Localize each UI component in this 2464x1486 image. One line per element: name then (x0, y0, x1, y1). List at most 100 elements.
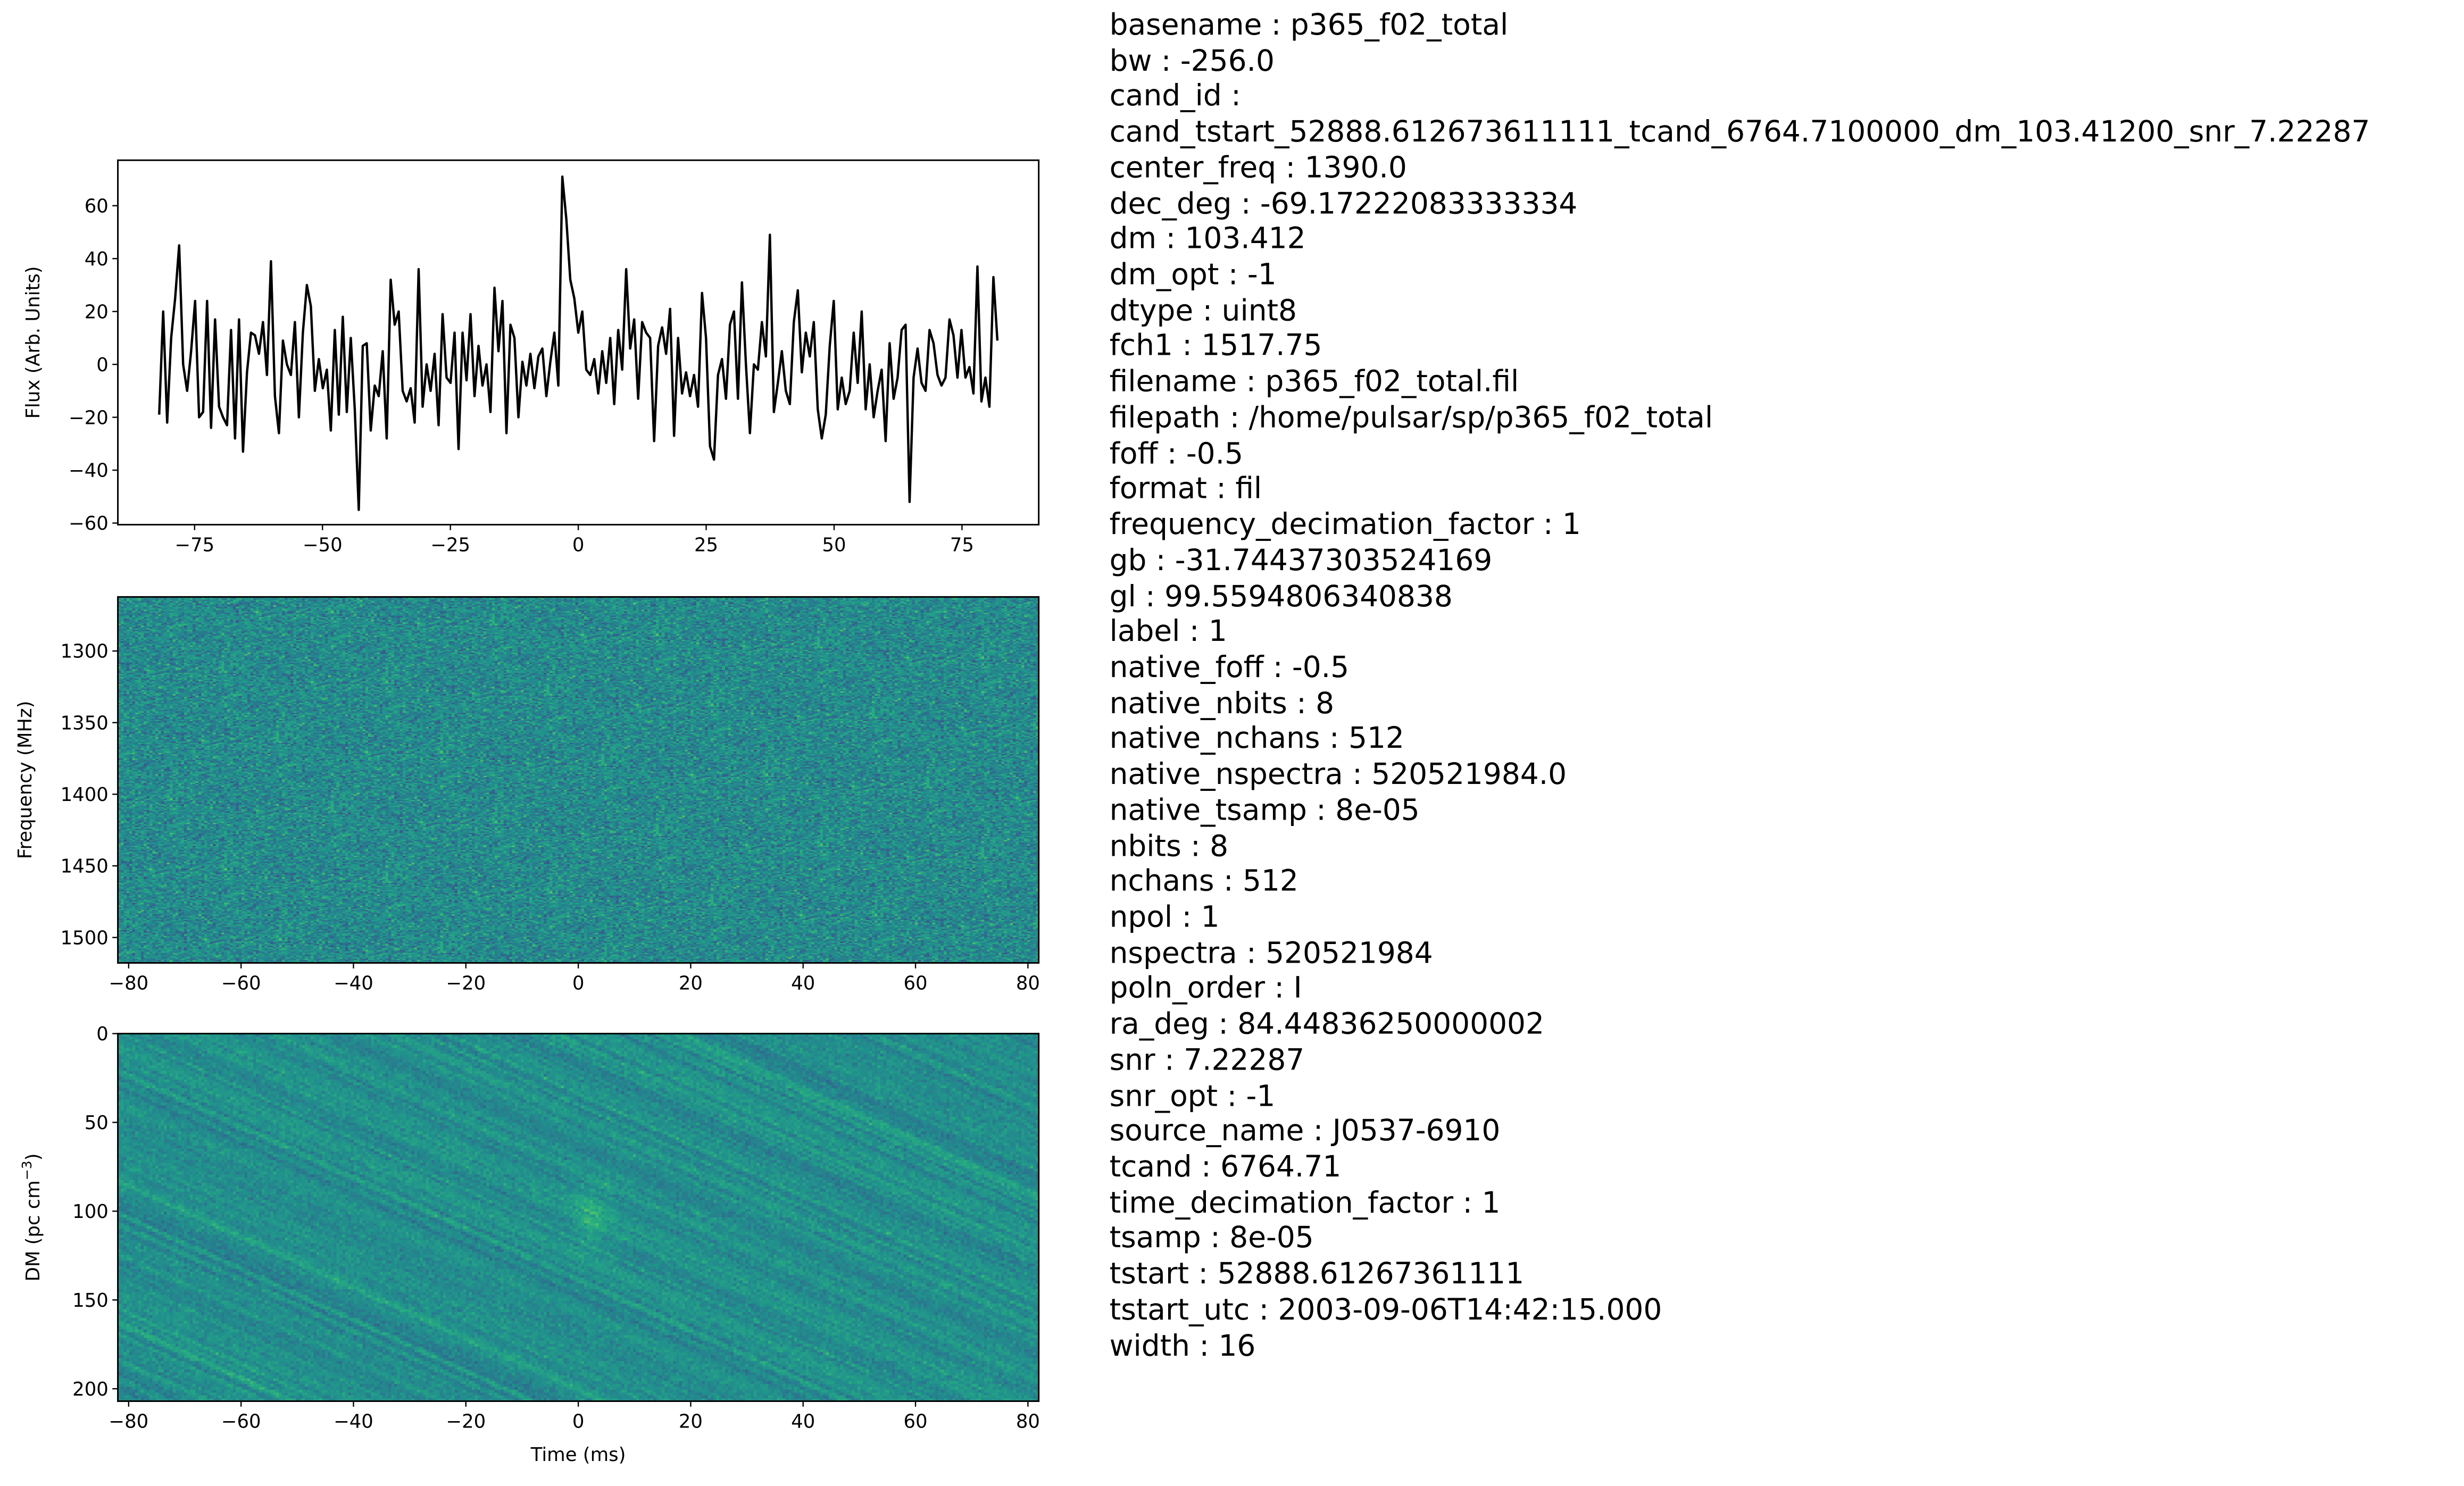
metadata-value: 2003-09-06T14:42:15.000 (1278, 1294, 1662, 1328)
metadata-key: fch1 (1109, 330, 1173, 364)
metadata-key: foff (1109, 437, 1158, 471)
metadata-value: -256.0 (1180, 45, 1275, 78)
y-tick-label: 20 (85, 301, 109, 323)
x-tick-label: 60 (904, 1411, 928, 1433)
metadata-key: frequency_decimation_factor (1109, 509, 1534, 542)
metadata-value: 84.44836250000002 (1237, 1008, 1544, 1042)
metadata-row-tsamp: tsamp : 8e-05 (1110, 1223, 2370, 1258)
metadata-value: uint8 (1221, 295, 1297, 328)
metadata-row-center-freq: center_freq : 1390.0 (1110, 152, 2370, 188)
metadata-row-bw: bw : -256.0 (1110, 45, 2370, 81)
metadata-separator: : (1209, 1008, 1238, 1042)
metadata-row-gb: gb : -31.74437303524169 (1110, 545, 2370, 580)
metadata-key: snr (1109, 1044, 1155, 1078)
metadata-key: native_foff (1109, 652, 1264, 685)
metadata-separator: : (1250, 1294, 1278, 1328)
x-tick-label: 60 (904, 973, 928, 995)
metadata-separator: : (1206, 473, 1236, 507)
metadata-key: nspectra (1109, 937, 1237, 971)
metadata-separator: : (1237, 937, 1266, 971)
metadata-key: bw (1109, 45, 1152, 78)
x-tick-label: −40 (334, 1411, 373, 1433)
x-tick-label: −60 (221, 973, 261, 995)
x-tick-label: 40 (791, 973, 815, 995)
metadata-row-native-nchans: native_nchans : 512 (1110, 723, 2370, 759)
metadata-value: 8e-05 (1335, 794, 1420, 828)
y-tick-label: 1500 (61, 927, 109, 949)
metadata-key: source_name (1109, 1115, 1304, 1149)
metadata-row-native-tsamp: native_tsamp : 8e-05 (1110, 795, 2370, 830)
metadata-separator: : (1189, 1258, 1218, 1292)
metadata-separator: : (1192, 1151, 1221, 1184)
timeseries-axes: −75 −50 −25 0 25 50 75 −60 −40 −20 0 20 40 60 Flux (Ar… (22, 159, 1040, 556)
metadata-row-width: width : 16 (1110, 1330, 2370, 1365)
metadata-row-fch1: fch1 : 1517.75 (1110, 331, 2370, 366)
metadata-key: native_nchans (1109, 723, 1320, 756)
metadata-row-filepath: filepath : /home/pulsar/sp/p365_f02_tota… (1110, 402, 2370, 438)
y-tick-label: 60 (85, 195, 109, 217)
metadata-key: filepath (1109, 402, 1221, 435)
y-tick-label: 150 (72, 1290, 109, 1312)
metadata-value: -1 (1247, 259, 1277, 293)
flux-series-line (158, 175, 999, 511)
metadata-value: 99.5594806340838 (1164, 580, 1453, 614)
metadata-separator: : (1534, 509, 1562, 542)
metadata-row-dm-opt: dm_opt : -1 (1110, 259, 2370, 295)
metadata-row-snr: snr : 7.22287 (1110, 1045, 2370, 1080)
axes-frame (117, 1032, 1040, 1402)
metadata-row-dm: dm : 103.412 (1110, 223, 2370, 259)
metadata-value: 7.22287 (1184, 1044, 1305, 1078)
metadata-value: 6764.71 (1220, 1151, 1342, 1184)
metadata-separator: : (1201, 1223, 1230, 1256)
metadata-key: tstart_utc (1109, 1294, 1250, 1328)
y-tick-label: 0 (96, 1023, 109, 1045)
frequency-axes: −80 −60 −40 −20 0 20 40 60 80 1300 1350 1400 1450 150… (14, 596, 1040, 995)
metadata-value: 16 (1218, 1330, 1256, 1363)
x-tick-label: −40 (334, 973, 373, 995)
y-tick-label: 40 (85, 248, 109, 270)
metadata-key: nchans (1109, 866, 1214, 899)
metadata-value: 512 (1348, 723, 1404, 756)
metadata-value: I (1293, 973, 1302, 1006)
metadata-key: tstart (1109, 1258, 1189, 1292)
x-axis-label: Time (ms) (530, 1444, 626, 1466)
y-tick-label: 1450 (61, 856, 109, 878)
x-tick-label: 20 (679, 973, 703, 995)
metadata-key: nbits (1109, 830, 1181, 864)
metadata-row-cand-id: cand_id : cand_tstart_52888.612673611111… (1110, 81, 2370, 152)
y-axis-label: Flux (Arb. Units) (22, 266, 44, 419)
metadata-separator: : (1262, 9, 1291, 43)
metadata-row-poln-order: poln_order : I (1110, 973, 2370, 1008)
metadata-value: 520521984.0 (1371, 758, 1567, 792)
metadata-value: fil (1235, 473, 1262, 507)
y-tick-label: 1400 (61, 784, 109, 806)
dm-axes: −80 −60 −40 −20 0 20 40 60 80 0 50 100 150 200 DM (pc … (19, 1023, 1040, 1466)
metadata-row-label: label : 1 (1110, 616, 2370, 652)
metadata-separator: : (1263, 652, 1292, 685)
metadata-row-native-nbits: native_nbits : 8 (1110, 688, 2370, 723)
metadata-value: 1 (1481, 1187, 1501, 1221)
metadata-key: format (1109, 473, 1207, 507)
metadata-row-native-foff: native_foff : -0.5 (1110, 652, 2370, 688)
metadata-key: tsamp (1109, 1223, 1201, 1256)
metadata-value: -31.74437303524169 (1175, 545, 1493, 578)
metadata-key: dm (1109, 223, 1156, 257)
y-tick-label: 0 (96, 354, 109, 376)
x-tick-label: 80 (1016, 1411, 1040, 1433)
metadata-key: tcand (1109, 1151, 1192, 1184)
metadata-key: gb (1109, 545, 1147, 578)
y-axis-label: Frequency (MHz) (14, 701, 36, 859)
metadata-key: label (1109, 616, 1180, 649)
metadata-value: p365_f02_total (1290, 9, 1509, 43)
metadata-separator: : (1453, 1187, 1482, 1221)
x-tick-label: 40 (791, 1411, 815, 1433)
metadata-separator: : (1180, 616, 1209, 649)
y-axis-label: DM (pc cm−3) (19, 1153, 44, 1281)
x-tick-label: 0 (572, 1411, 585, 1433)
metadata-row-npol: npol : 1 (1110, 901, 2370, 937)
metadata-panel: basename : p365_f02_total bw : -256.0 cand… (1110, 10, 2370, 1366)
metadata-value: p365_f02_total.fil (1265, 366, 1519, 399)
metadata-key: filename (1109, 366, 1237, 399)
